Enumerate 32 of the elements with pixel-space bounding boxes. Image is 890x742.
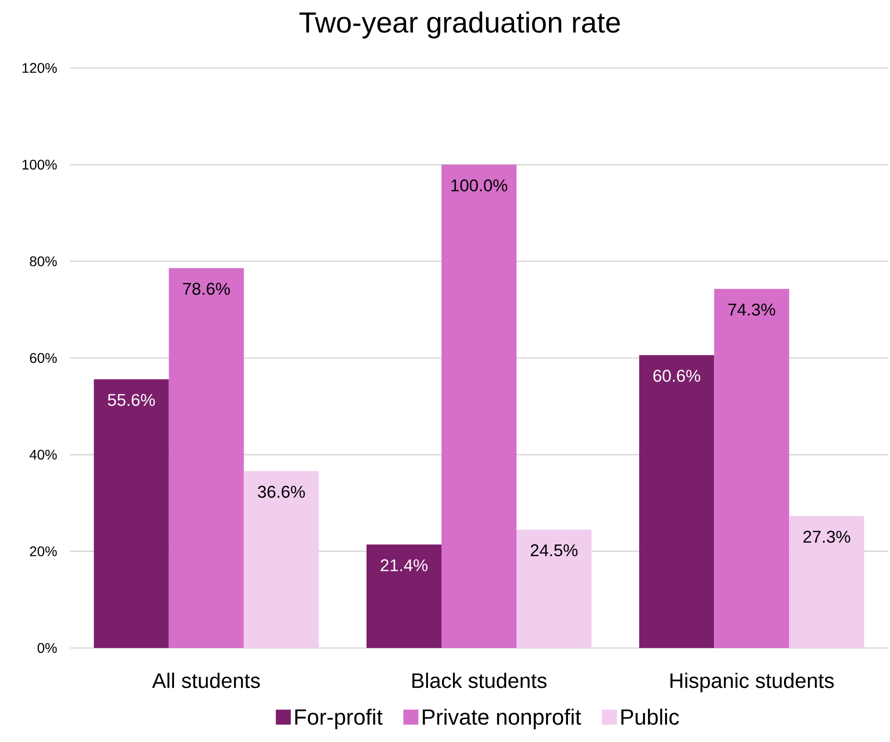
bar [516,530,592,648]
y-tick-label: 40% [30,450,57,460]
bar [789,516,864,648]
x-tick-label: Black students [412,672,546,688]
data-label: 24.5% [530,544,578,556]
data-label: 36.6% [258,486,305,498]
legend-label: For-profit [295,708,383,730]
y-tick-label: 0% [38,643,57,653]
data-label: 78.6% [183,282,230,295]
y-tick-label: 20% [30,546,57,556]
bar [94,379,169,648]
data-label: 55.6% [108,394,155,406]
x-tick-label: All students [152,672,260,688]
data-label: 21.4% [380,559,428,572]
y-tick-label: 100% [22,160,57,170]
legend-label: Public [621,708,679,725]
bar [442,164,517,648]
data-label: 74.3% [728,304,776,316]
x-tick-label: Hispanic students [670,672,834,692]
y-tick-label: 120% [22,63,57,73]
legend-label: Private nonprofit [422,708,582,730]
y-tick-label: 60% [30,353,57,363]
chart-title: Two-year graduation rate [299,11,620,39]
bar [714,288,790,648]
data-label: 100.0% [451,179,508,192]
data-label: 60.6% [653,370,700,382]
bar [366,544,442,648]
data-label: 27.3% [803,530,850,543]
bar [639,355,714,648]
bar [244,471,319,648]
y-tick-label: 80% [30,256,57,266]
bar [168,268,244,648]
